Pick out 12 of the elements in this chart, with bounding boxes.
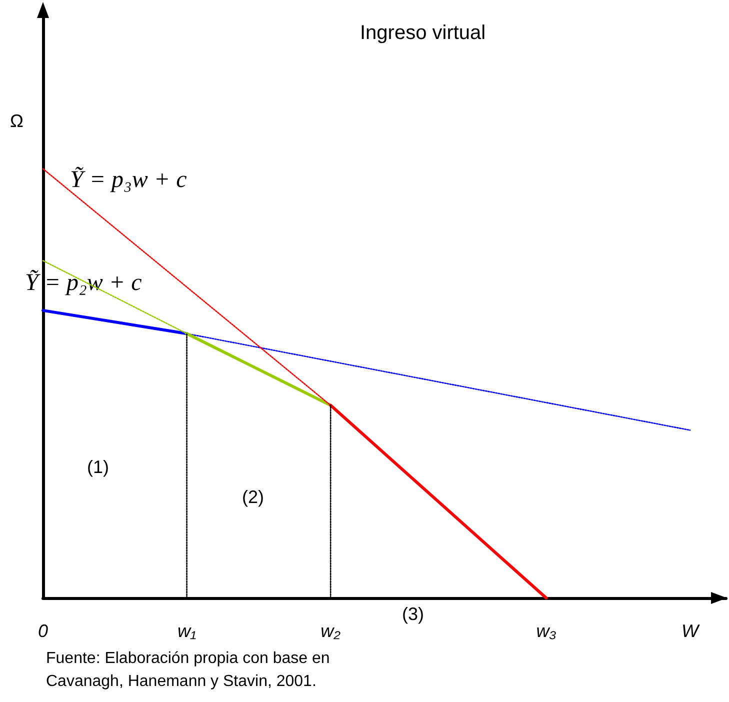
x-tick-label: W bbox=[682, 621, 701, 641]
y-axis-title: Ω bbox=[10, 111, 24, 131]
annotation: (1) bbox=[87, 457, 109, 477]
chart-title: Ingreso virtual bbox=[360, 22, 486, 44]
annotation: Ỹ = p₃w + c bbox=[70, 166, 188, 193]
text: (3) bbox=[402, 604, 424, 624]
x-tick-label: w₁ bbox=[177, 621, 196, 641]
source-note: Fuente: Elaboración propia con base en Cavanagh, Hanemann y Stavin, 2001. bbox=[46, 650, 330, 690]
annotation: (2) bbox=[242, 487, 264, 507]
x-tick-label: w₂ bbox=[320, 621, 341, 641]
x-tick-label: 0 bbox=[38, 621, 48, 641]
x-tick-label: w₃ bbox=[536, 621, 556, 641]
